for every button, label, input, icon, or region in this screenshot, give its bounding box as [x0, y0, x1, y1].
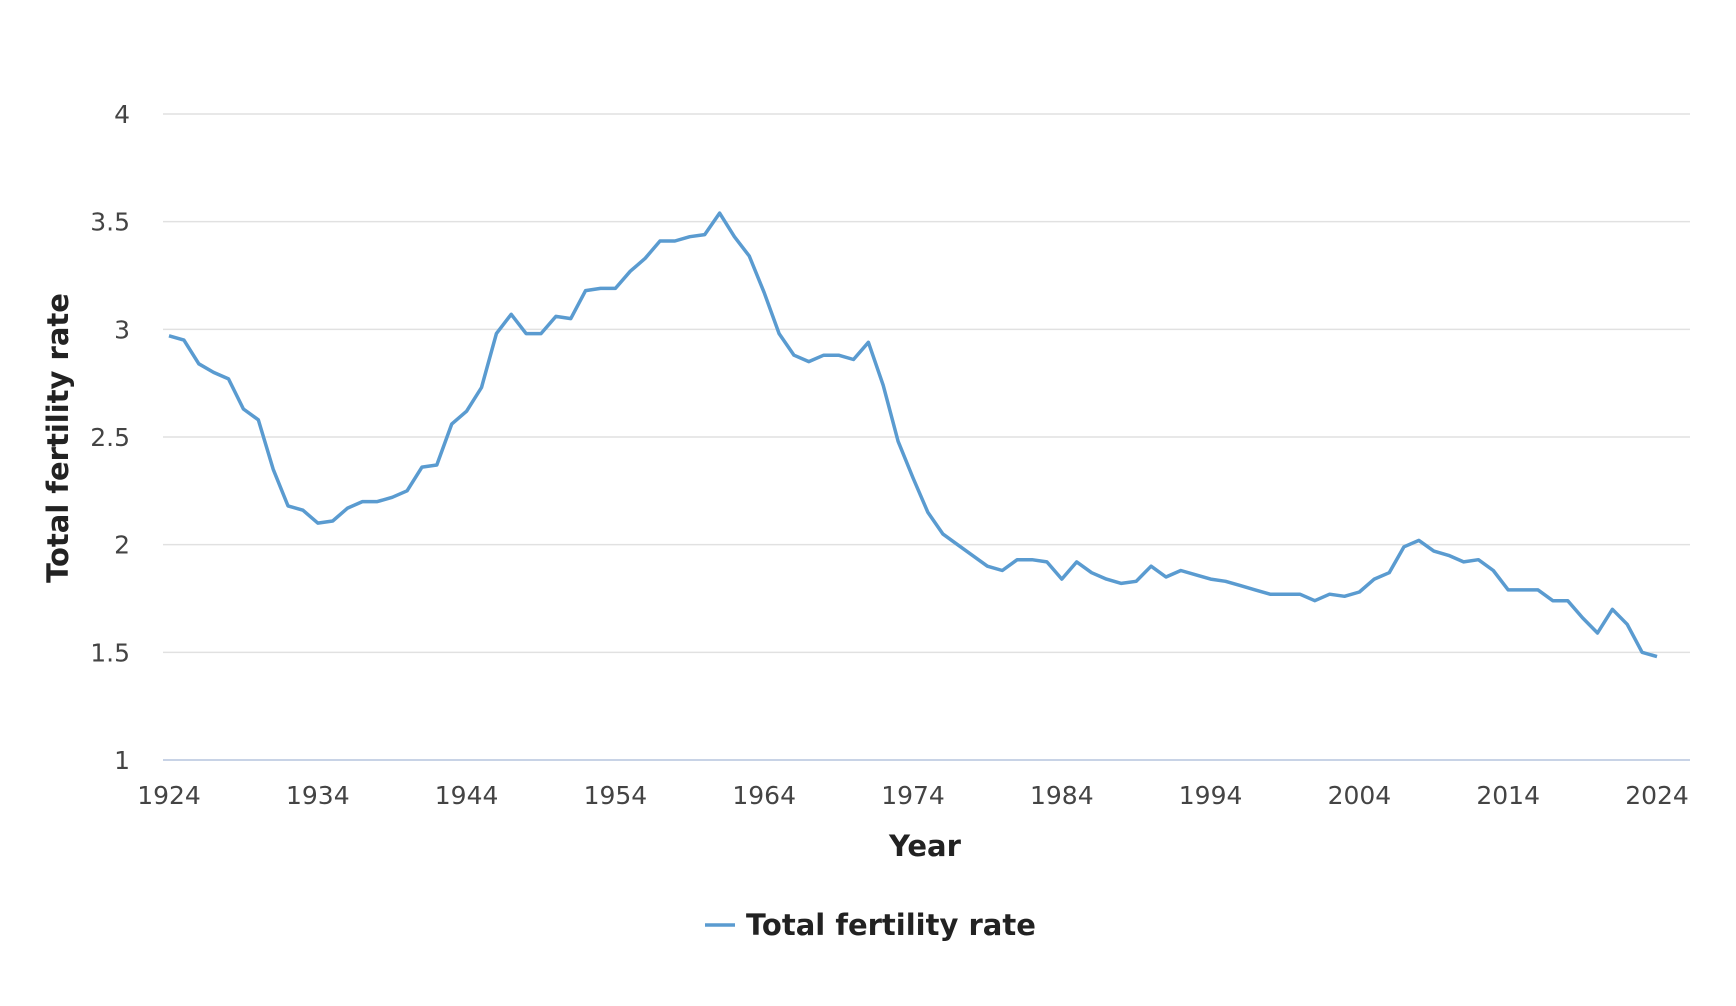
- legend: Total fertility rate: [705, 908, 1036, 942]
- y-tick-label: 2.5: [90, 423, 130, 452]
- x-tick-label: 2024: [1625, 781, 1689, 810]
- x-tick-label: 1934: [286, 781, 350, 810]
- gridlines: [163, 113, 1690, 761]
- x-axis-ticks: 1924 1934 1944 1954 1964 1974 1984 1994 2004 2014…: [137, 781, 1689, 810]
- x-tick-label: 1984: [1030, 781, 1094, 810]
- x-tick-label: 1964: [732, 781, 796, 810]
- x-tick-label: 1954: [584, 781, 648, 810]
- series-line-total-fertility-rate: [168, 211, 1658, 659]
- y-tick-label: 3.5: [90, 208, 130, 237]
- y-tick-label: 3: [114, 315, 130, 344]
- x-tick-label: 1944: [435, 781, 499, 810]
- x-tick-label: 2014: [1476, 781, 1540, 810]
- x-axis-title: Year: [888, 829, 962, 863]
- x-tick-label: 1974: [881, 781, 945, 810]
- x-tick-label: 2004: [1328, 781, 1392, 810]
- x-tick-label: 1924: [137, 781, 201, 810]
- y-axis-title: Total fertility rate: [41, 293, 75, 583]
- y-axis-ticks: 1 1.5 2 2.5 3 3.5 4: [90, 100, 130, 775]
- y-tick-label: 2: [114, 531, 130, 560]
- y-tick-label: 4: [114, 100, 130, 129]
- legend-label: Total fertility rate: [746, 908, 1036, 942]
- x-tick-label: 1994: [1179, 781, 1243, 810]
- y-tick-label: 1: [114, 746, 130, 775]
- y-tick-label: 1.5: [90, 638, 130, 667]
